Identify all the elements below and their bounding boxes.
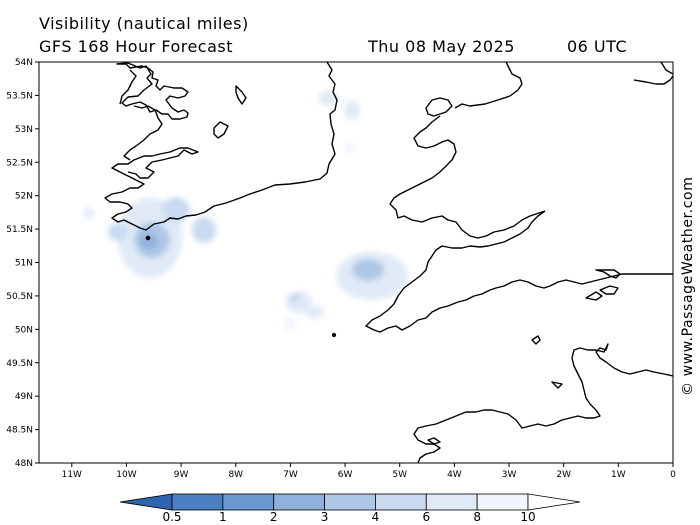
colorbar-label: 2 — [270, 510, 278, 524]
lat-tick-label: 50N — [15, 325, 33, 335]
lat-tick-label: 54N — [15, 58, 33, 68]
valid-hour: 06 UTC — [566, 37, 628, 56]
lon-tick-label: 8W — [228, 470, 243, 480]
lat-tick-label: 52N — [15, 192, 33, 202]
colorbar-segment — [273, 493, 325, 511]
colorbar-label: 6 — [422, 510, 430, 524]
colorbar-min-extension — [119, 493, 173, 511]
ireland-coast — [116, 62, 189, 120]
colorbar-label: 10 — [520, 510, 535, 524]
lat-tick-label: 49N — [15, 392, 33, 402]
map-title: Visibility (nautical miles) — [39, 14, 249, 33]
low-visibility-area — [84, 207, 94, 219]
lon-tick-label: 5W — [392, 470, 407, 480]
lon-tick-label: 10W — [116, 470, 136, 480]
lat-tick-label: 51N — [15, 259, 33, 269]
lon-tick-label: 7W — [283, 470, 298, 480]
lon-tick-label: 2W — [556, 470, 571, 480]
coastlines — [104, 62, 673, 463]
valid-date: Thu 08 May 2025 — [368, 37, 515, 56]
low-visibility-area — [345, 142, 355, 154]
low-visibility-area — [140, 233, 158, 249]
colorbar-segment — [476, 493, 529, 511]
lat-tick-label: 53N — [15, 125, 33, 135]
low-visibility-area — [304, 306, 324, 318]
colorbar-segment — [171, 493, 224, 511]
latitude-axis: 54N 53.5N 53N 52.5N 52N 51.5N 51N 50.5N 50N 49.5N… — [6, 58, 39, 469]
colorbar-segment — [425, 493, 478, 511]
colorbar-segment — [375, 493, 427, 511]
lon-tick-label: 9W — [174, 470, 189, 480]
low-visibility-area — [108, 223, 128, 241]
low-visibility-area — [352, 259, 384, 281]
longitude-axis: 11W 10W 9W 8W 7W 6W 5W 4W 3W 2W 1W 0 — [62, 463, 676, 480]
lat-tick-label: 50.5N — [6, 292, 33, 302]
lon-tick-label: 4W — [447, 470, 462, 480]
lat-tick-label: 49.5N — [6, 359, 33, 369]
visibility-colorbar: 0.5 1 2 3 4 6 8 10 — [119, 493, 581, 524]
low-visibility-area — [344, 101, 360, 119]
colorbar-label: 0.5 — [162, 510, 181, 524]
lon-tick-label: 1W — [611, 470, 626, 480]
valid-time: Thu 08 May 2025 06 UTC — [368, 37, 627, 56]
colorbar-label: 8 — [473, 510, 481, 524]
lon-tick-label: 0 — [670, 470, 676, 480]
lat-tick-label: 48.5N — [6, 426, 33, 436]
low-visibility-area — [284, 317, 296, 331]
low-visibility-area — [289, 293, 301, 303]
lon-tick-label: 3W — [502, 470, 517, 480]
wales-coast — [425, 97, 453, 117]
lat-tick-label: 48N — [15, 459, 33, 469]
colorbar-max-extension — [527, 493, 581, 511]
lon-tick-label: 11W — [62, 470, 82, 480]
lat-tick-label: 52.5N — [6, 158, 33, 168]
visibility-shading — [84, 91, 408, 331]
lat-tick-label: 51.5N — [6, 225, 33, 235]
forecast-subtitle: GFS 168 Hour Forecast — [39, 37, 234, 56]
colorbar-segment — [324, 493, 376, 511]
low-visibility-area — [192, 217, 216, 243]
colorbar-label: 4 — [372, 510, 380, 524]
colorbar-label: 1 — [219, 510, 227, 524]
low-visibility-area — [319, 91, 337, 105]
colorbar-segment — [222, 493, 275, 511]
colorbar-label: 3 — [321, 510, 329, 524]
france-coast — [413, 343, 673, 463]
lat-tick-label: 53.5N — [6, 91, 33, 101]
lon-tick-label: 6W — [338, 470, 353, 480]
